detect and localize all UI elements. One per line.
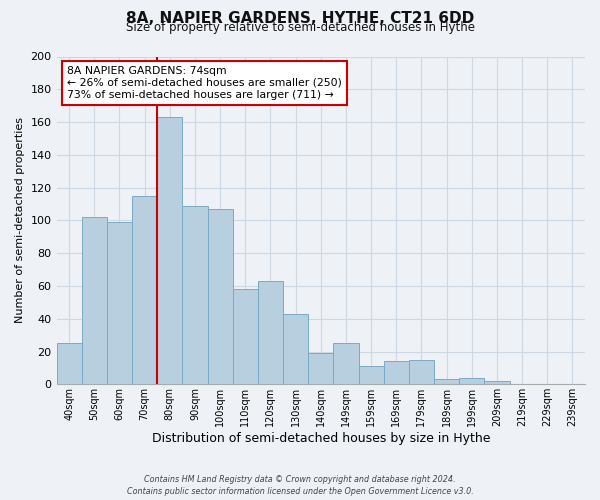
Text: 8A, NAPIER GARDENS, HYTHE, CT21 6DD: 8A, NAPIER GARDENS, HYTHE, CT21 6DD (126, 11, 474, 26)
X-axis label: Distribution of semi-detached houses by size in Hythe: Distribution of semi-detached houses by … (152, 432, 490, 445)
Text: 8A NAPIER GARDENS: 74sqm
← 26% of semi-detached houses are smaller (250)
73% of : 8A NAPIER GARDENS: 74sqm ← 26% of semi-d… (67, 66, 342, 100)
Bar (459, 378, 484, 384)
Bar (56, 344, 82, 384)
Y-axis label: Number of semi-detached properties: Number of semi-detached properties (15, 118, 25, 324)
Bar (208, 209, 233, 384)
Text: Size of property relative to semi-detached houses in Hythe: Size of property relative to semi-detach… (125, 21, 475, 34)
Bar (334, 344, 359, 384)
Bar (383, 362, 409, 384)
Bar (359, 366, 383, 384)
Bar (283, 314, 308, 384)
Bar (434, 380, 459, 384)
Bar (182, 206, 208, 384)
Bar (157, 117, 182, 384)
Bar (82, 217, 107, 384)
Text: Contains HM Land Registry data © Crown copyright and database right 2024.
Contai: Contains HM Land Registry data © Crown c… (127, 474, 473, 496)
Bar (132, 196, 157, 384)
Bar (308, 353, 334, 384)
Bar (409, 360, 434, 384)
Bar (233, 289, 258, 384)
Bar (107, 222, 132, 384)
Bar (258, 281, 283, 384)
Bar (484, 381, 509, 384)
